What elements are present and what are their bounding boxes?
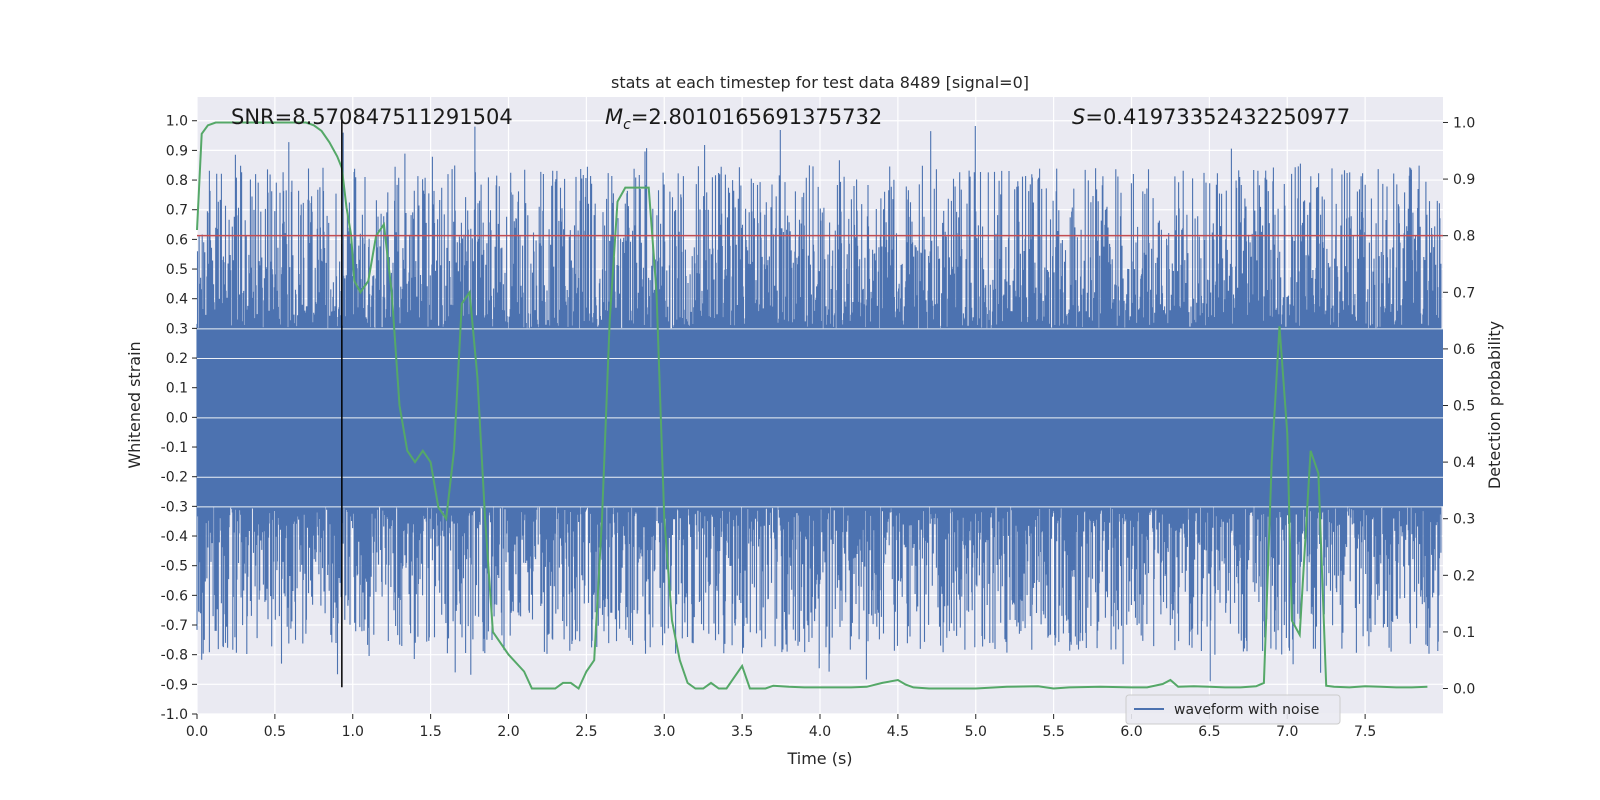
y-tick-label: -0.6 [161,588,188,604]
y2-tick-label: 0.4 [1453,455,1475,471]
chirp-mass-value: =2.8010165691375732 [631,105,882,129]
s-symbol: S [1072,105,1085,129]
x-tick-label: 2.0 [497,724,519,740]
chirp-mass-annotation: Mc=2.8010165691375732 [605,105,882,133]
y-tick-label: 0.9 [166,143,188,159]
detection-probability-line [196,121,1428,691]
x-tick-label: 5.0 [965,724,987,740]
y-tick-label: 0.5 [166,262,188,278]
y-tick-label: 0.6 [166,232,188,248]
x-tick-label: 1.0 [342,724,364,740]
y2-tick-label: 0.2 [1453,568,1475,584]
x-tick-label: 4.5 [887,724,909,740]
y2-tick-label: 0.7 [1453,285,1475,301]
x-tick-label: 2.5 [575,724,597,740]
x-tick-label: 7.0 [1276,724,1298,740]
legend: waveform with noise [1125,694,1341,725]
y2-axis-label: Detection probability [1485,321,1504,489]
chart-title: stats at each timestep for test data 848… [611,73,1029,92]
y-tick-label: -0.8 [161,648,188,664]
snr-annotation: SNR=8.570847511291504 [231,105,513,129]
x-tick-label: 7.5 [1354,724,1376,740]
y-tick-label: 0.1 [166,381,188,397]
y-tick-label: -0.1 [161,440,188,456]
y2-tick-label: 0.0 [1453,682,1475,698]
x-tick-label: 6.5 [1198,724,1220,740]
y-tick-label: 0.0 [166,410,188,426]
x-tick-label: 1.5 [419,724,441,740]
x-tick-label: 4.0 [809,724,831,740]
y-tick-label: -0.3 [161,499,188,515]
s-annotation: S=0.41973352432250977 [1072,105,1350,129]
y2-tick-label: 0.3 [1453,512,1475,528]
y-tick-label: -0.9 [161,677,188,693]
y-tick-label: -0.5 [161,559,188,575]
y-tick-label: 0.7 [166,203,188,219]
chirp-mass-symbol: M [605,105,623,129]
y-axis-label: Whitened strain [125,341,144,468]
y2-tick-label: 0.5 [1453,399,1475,415]
y-tick-label: 0.8 [166,173,188,189]
y2-tick-label: 1.0 [1453,115,1475,131]
y-tick-label: -0.4 [161,529,188,545]
y-tick-label: -0.7 [161,618,188,634]
x-tick-label: 6.0 [1120,724,1142,740]
x-axis-label: Time (s) [786,749,852,768]
x-tick-label: 5.5 [1042,724,1064,740]
x-tick-label: 3.5 [731,724,753,740]
y2-tick-label: 0.8 [1453,229,1475,245]
y2-axis-ticks: 1.0 0.9 0.8 0.7 0.6 0.5 0.4 0.3 0.2 0.1 0.0 [1443,115,1475,698]
y-tick-label: -0.2 [161,470,188,486]
y2-tick-label: 0.1 [1453,625,1475,641]
detection-probability-series [196,121,1428,691]
y-tick-label: -1.0 [161,707,188,723]
x-axis-ticks: 0.0 0.5 1.0 1.5 2.0 2.5 3.0 3.5 4.0 4.5 5.0 5.5 6.0 6… [186,714,1376,740]
y-axis-ticks: 1.0 0.9 0.8 0.7 0.6 0.5 0.4 0.3 0.2 0.1 0.0 -0.1 -0.… [161,114,197,723]
y2-tick-label: 0.6 [1453,342,1475,358]
legend-box [1125,694,1341,725]
x-tick-label: 0.0 [186,724,208,740]
waveform-with-noise-series [196,126,1443,682]
y-tick-label: 0.3 [166,321,188,337]
legend-label: waveform with noise [1174,702,1319,718]
y-tick-label: 0.2 [166,351,188,367]
chirp-mass-subscript: c [623,117,631,133]
y-tick-label: 0.4 [166,292,188,308]
x-tick-label: 3.0 [653,724,675,740]
x-tick-label: 0.5 [264,724,286,740]
y-tick-label: 1.0 [166,114,188,130]
s-value: =0.41973352432250977 [1085,105,1350,129]
y2-tick-label: 0.9 [1453,172,1475,188]
